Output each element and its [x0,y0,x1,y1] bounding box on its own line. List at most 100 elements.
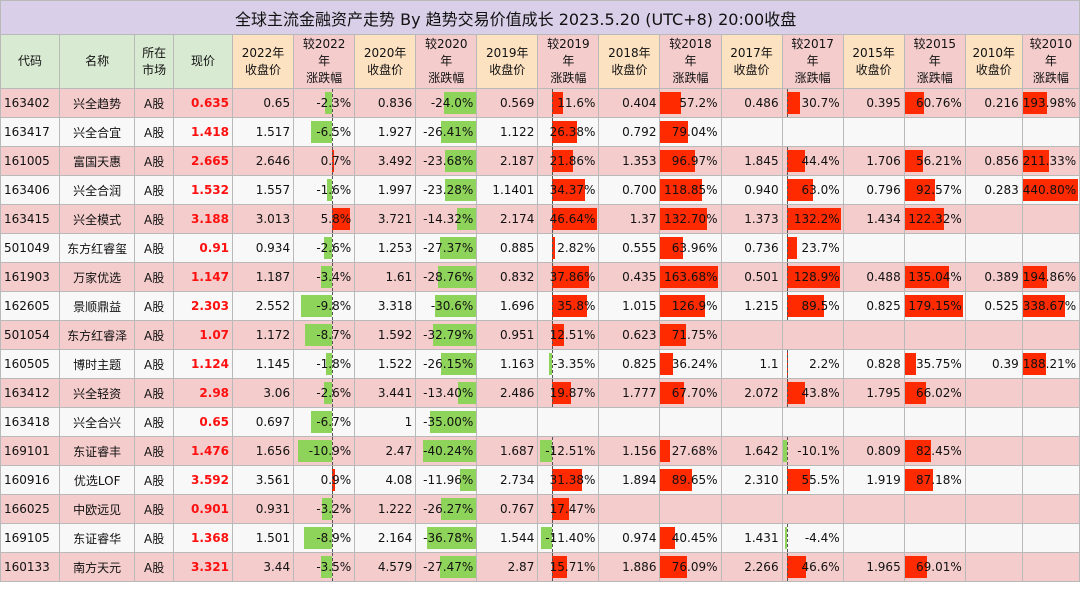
positive-bar [905,92,925,114]
positive-bar [1023,266,1048,288]
change-percent: 34.37% [549,183,596,197]
change-percent-cell: 194.86% [1021,262,1080,292]
table-row[interactable]: 163415 兴全模式 A股 3.188 3.013 5.8% 3.721 -14.32% 2.… [0,204,1080,234]
table-row[interactable]: 160916 优选LOF A股 3.592 3.561 0.9% 4.08 -11.96% 2.… [0,465,1080,495]
change-percent: 71.75% [671,328,718,342]
zero-axis [332,524,333,552]
zero-axis [551,321,553,349]
change-percent: -24.0% [430,96,474,110]
zero-axis [332,292,333,320]
change-percent: 82.45% [916,444,962,458]
change-percent: -2.3% [316,96,352,110]
table-row[interactable]: 163402 兴全趋势 A股 0.635 0.65 -2.3% 0.836 -24.0% 0.5… [0,88,1080,118]
close-price: 2.174 [476,204,539,234]
close-price: 0.623 [598,320,661,350]
close-price: 1.163 [476,349,539,379]
negative-bar [311,121,332,143]
change-percent-cell: -6.5% [293,117,356,147]
table-row[interactable]: 501054 东方红睿泽 A股 1.07 1.172 -8.7% 1.592 -32.79% 0… [0,320,1080,350]
positive-bar [905,382,927,404]
table-row[interactable]: 169101 东证睿丰 A股 1.476 1.656 -10.9% 2.47 -40.24% 1… [0,436,1080,466]
close-price: 0.809 [842,436,905,466]
change-percent-cell: -36.78% [415,523,478,553]
positive-bar [905,440,932,462]
table-row[interactable]: 163406 兴全合润 A股 1.532 1.557 -1.6% 1.997 -23.28% 1… [0,175,1080,205]
market: A股 [134,378,174,408]
change-percent-cell: 338.67% [1021,291,1080,321]
change-percent-cell: 56.21% [903,146,966,176]
close-price: 1.997 [354,175,417,205]
table-row[interactable]: 160133 南方天元 A股 3.321 3.44 -3.5% 4.579 -27.47% 2.… [0,552,1080,582]
zero-axis [787,176,789,204]
close-price: 0.856 [964,146,1023,176]
change-percent: -26.15% [423,357,474,371]
close-price: 1.845 [720,146,783,176]
column-header: 2010年 收盘价 [964,34,1023,89]
negative-bar [457,208,476,230]
change-percent: 36.24% [671,357,718,371]
positive-bar [787,469,810,491]
close-price [720,320,783,350]
fund-code: 160916 [0,465,61,495]
table-row[interactable]: 163418 兴全合兴 A股 0.65 0.697 -6.7% 1 -35.00% [0,407,1080,437]
change-percent: 40.45% [671,531,718,545]
table-row[interactable]: 160505 博时主题 A股 1.124 1.145 -1.8% 1.522 -26.15% 1… [0,349,1080,379]
close-price [964,407,1023,437]
change-percent-cell: 2.82% [537,233,600,263]
change-percent-cell [1021,117,1080,147]
change-percent-cell: 12.51% [537,320,600,350]
close-price: 1.965 [842,552,905,582]
close-price: 1.656 [232,436,295,466]
zero-axis [551,524,553,552]
table-body: 163402 兴全趋势 A股 0.635 0.65 -2.3% 0.836 -24.0% 0.5… [0,88,1080,582]
close-price: 1.145 [232,349,295,379]
change-percent-cell: -32.79% [415,320,478,350]
market: A股 [134,204,174,234]
close-price: 1.172 [232,320,295,350]
table-row[interactable]: 163417 兴全合宜 A股 1.418 1.517 -6.5% 1.927 -26.41% 1… [0,117,1080,147]
table-row[interactable]: 161005 富国天惠 A股 2.665 2.646 0.7% 3.492 -23.68% 2.… [0,146,1080,176]
change-percent: 338.67% [1022,299,1077,313]
change-percent-cell: -26.27% [415,494,478,524]
positive-bar [787,179,813,201]
positive-bar [551,237,555,259]
table-row[interactable]: 166025 中欧远见 A股 0.901 0.931 -3.2% 1.222 -26.27% 0… [0,494,1080,524]
change-percent-cell: 11.6% [537,88,600,118]
table-row[interactable]: 161903 万家优选 A股 1.147 1.187 -3.4% 1.61 -28.76% 0.… [0,262,1080,292]
close-price: 0.283 [964,175,1023,205]
change-percent-cell: 440.80% [1021,175,1080,205]
close-price: 1.557 [232,175,295,205]
close-price [964,552,1023,582]
current-price: 1.124 [172,349,234,379]
negative-bar [432,324,476,346]
change-percent: -8.9% [316,531,352,545]
close-price: 0.389 [964,262,1023,292]
change-percent-cell: 132.2% [781,204,844,234]
close-price: 1.517 [232,117,295,147]
change-percent-cell: -11.96% [415,465,478,495]
table-row[interactable]: 163412 兴全轻资 A股 2.98 3.06 -2.6% 3.441 -13.40% 2.4… [0,378,1080,408]
fund-code: 163418 [0,407,61,437]
change-percent: 46.64% [549,212,596,226]
close-price: 1.501 [232,523,295,553]
fund-name: 兴全轻资 [59,378,136,408]
close-price: 1.696 [476,291,539,321]
table-row[interactable]: 169105 东证睿华 A股 1.368 1.501 -8.9% 2.164 -36.78% 1… [0,523,1080,553]
change-percent-cell: -6.7% [293,407,356,437]
change-percent: 76.09% [671,560,718,574]
zero-axis [551,437,553,465]
change-percent-cell: 179.15% [903,291,966,321]
change-percent: -27.47% [423,560,474,574]
table-row[interactable]: 501049 东方红睿玺 A股 0.91 0.934 -2.6% 1.253 -27.37% 0… [0,233,1080,263]
positive-bar [660,556,688,578]
fund-code: 166025 [0,494,61,524]
zero-axis [332,379,333,407]
positive-bar [905,469,933,491]
close-price: 0.940 [720,175,783,205]
zero-axis [787,437,789,465]
positive-bar [905,150,923,172]
close-price [720,117,783,147]
table-row[interactable]: 162605 景顺鼎益 A股 2.303 2.552 -9.8% 3.318 -30.6% 1.… [0,291,1080,321]
negative-bar [320,556,332,578]
zero-axis [551,379,553,407]
